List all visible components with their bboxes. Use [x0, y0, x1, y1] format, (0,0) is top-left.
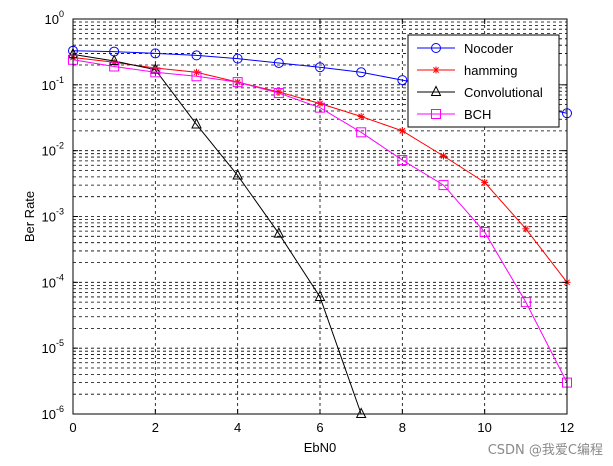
x-tick-label: 0: [69, 420, 76, 435]
y-tick-labels: 100 10-1 10-2 10-3 10-4 10-5 10-6: [42, 9, 64, 422]
data-point-convolutional: [273, 226, 285, 238]
x-tick-label: 6: [316, 420, 323, 435]
data-point-bch: [479, 227, 490, 238]
series-convolutional: [67, 47, 367, 418]
data-point-nocoder: [273, 57, 284, 68]
legend-entry-nocoder: Nocoder: [417, 41, 514, 56]
series-line-bch: [72, 59, 568, 383]
data-point-nocoder: [232, 53, 243, 64]
data-point-hamming: [398, 127, 406, 135]
legend-marker-nocoder: [431, 43, 441, 53]
x-tick-label: 4: [234, 420, 241, 435]
legend-label: Convolutional: [464, 85, 543, 100]
tick-marks: [72, 18, 568, 415]
data-point-hamming: [193, 68, 200, 76]
y-tick-label: 10-2: [42, 141, 64, 159]
y-tick-label: 10-1: [42, 75, 64, 93]
y-tick-label: 10-6: [42, 404, 64, 422]
data-point-hamming: [522, 225, 530, 233]
data-point-bch: [315, 102, 325, 113]
x-tick-label: 12: [560, 420, 574, 435]
data-point-bch: [191, 71, 202, 82]
data-point-hamming: [440, 152, 447, 160]
data-point-convolutional: [191, 117, 202, 129]
series-bch: [68, 54, 572, 388]
data-point-bch: [520, 297, 531, 308]
legend-marker-hamming: [432, 66, 440, 74]
data-point-bch: [109, 61, 120, 72]
legend-marker-convolutional: [430, 85, 442, 96]
legend-box: [407, 34, 560, 128]
data-point-bch: [150, 67, 161, 78]
series-line-convolutional: [72, 53, 362, 415]
data-point-bch: [356, 127, 367, 138]
x-axis-label: EbN0: [304, 440, 337, 455]
data-point-hamming: [357, 113, 365, 121]
data-point-convolutional: [150, 63, 161, 74]
series-layer: [67, 45, 572, 418]
data-point-nocoder: [150, 48, 161, 59]
legend-entry-bch: BCH: [417, 107, 491, 122]
x-tick-label: 10: [477, 420, 491, 435]
data-point-convolutional: [232, 168, 243, 180]
data-point-bch: [232, 77, 243, 88]
x-tick-label: 8: [399, 420, 406, 435]
data-point-nocoder: [397, 75, 408, 86]
legend: Nocoder hamming Convolutional BCH: [407, 34, 560, 128]
y-tick-label: 10-4: [42, 272, 64, 290]
y-tick-label: 100: [45, 9, 64, 27]
data-point-convolutional: [108, 54, 120, 66]
data-point-nocoder: [191, 50, 202, 61]
data-point-hamming: [481, 178, 489, 186]
data-point-convolutional: [314, 290, 326, 301]
x-tick-label: 2: [152, 420, 159, 435]
data-point-bch: [438, 180, 449, 191]
watermark-text: CSDN @我爱C编程: [487, 443, 603, 458]
x-tick-labels: 0 2 4 6 8 10 12: [69, 420, 574, 435]
data-point-bch: [397, 155, 408, 166]
data-point-convolutional: [355, 407, 367, 418]
legend-label: BCH: [464, 107, 491, 122]
legend-label: Nocoder: [464, 41, 514, 56]
legend-entry-hamming: hamming: [417, 63, 517, 78]
data-point-bch: [273, 88, 284, 99]
data-point-nocoder: [356, 67, 367, 78]
legend-entry-convolutional: Convolutional: [417, 85, 543, 100]
legend-label: hamming: [464, 63, 517, 78]
y-tick-label: 10-3: [42, 207, 64, 225]
legend-marker-bch: [431, 109, 441, 119]
data-point-nocoder: [315, 62, 325, 73]
y-axis-label: Ber Rate: [22, 191, 37, 242]
y-tick-label: 10-5: [42, 338, 64, 356]
